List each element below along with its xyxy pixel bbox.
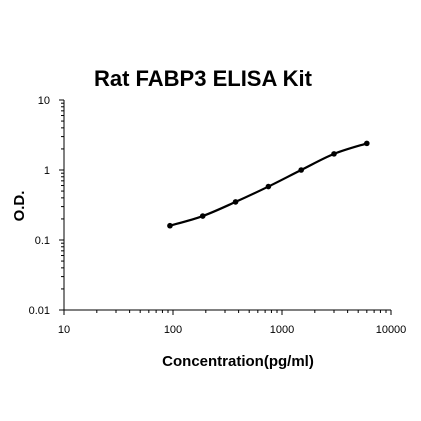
data-point: [298, 167, 304, 173]
data-point: [199, 213, 206, 219]
x-tick-label: 10: [58, 324, 70, 336]
x-tick-label: 10000: [376, 324, 407, 336]
y-tick-label: 0.1: [35, 235, 50, 247]
plot-area: [167, 140, 370, 229]
chart-title: Rat FABP3 ELISA Kit: [94, 66, 313, 91]
data-point: [232, 199, 239, 205]
data-point: [331, 151, 337, 157]
x-tick-label: 1000: [270, 324, 294, 336]
y-axis-label: O.D.: [11, 191, 28, 222]
data-point: [265, 183, 272, 190]
y-tick-label: 10: [38, 95, 50, 107]
y-axis-ticks: 0.01 0.1 1 10: [29, 95, 64, 317]
x-axis-label: Concentration(pg/ml): [162, 353, 314, 370]
data-point: [167, 222, 173, 229]
x-axis-ticks: 10 100 1000 10000: [58, 310, 406, 336]
x-tick-label: 100: [164, 324, 182, 336]
data-point: [364, 140, 370, 147]
y-tick-label: 1: [44, 165, 50, 177]
axes: [63, 100, 391, 311]
y-tick-label: 0.01: [29, 305, 50, 317]
